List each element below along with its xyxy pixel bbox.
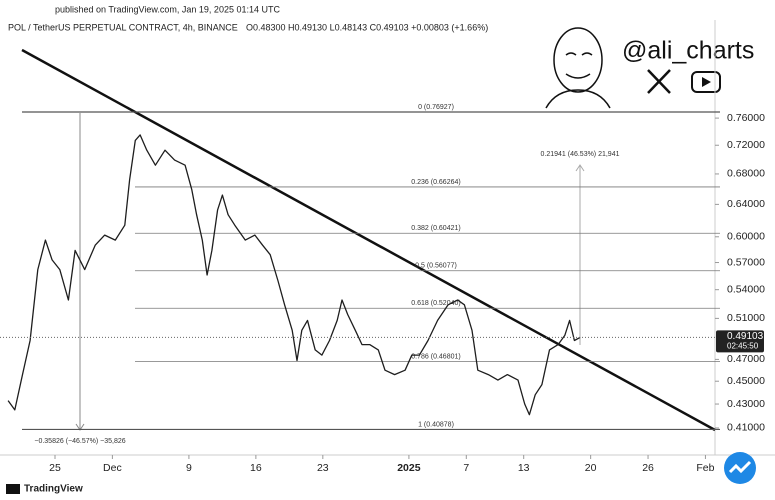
- ohlc: O0.48300 H0.49130 L0.48143 C0.49103 +0.0…: [246, 22, 488, 32]
- symbol: POL / TetherUS PERPETUAL CONTRACT, 4h, B…: [8, 22, 238, 32]
- y-tick-label: 0.57000: [727, 256, 765, 268]
- x-tick-label: 2025: [397, 462, 421, 474]
- measure-down: [75, 113, 85, 431]
- last-price-box: [716, 330, 764, 353]
- fib-label: 0.5 (0.56077): [415, 263, 457, 270]
- y-tick-label: 0.64000: [727, 198, 765, 210]
- x-tick-label: 23: [317, 462, 329, 474]
- fib-label: 0.786 (0.46801): [411, 353, 460, 360]
- measure-up: [575, 164, 585, 345]
- y-tick-label: 0.76000: [727, 112, 765, 124]
- price-line: [7, 134, 581, 416]
- measure-down-label: −0.35826 (−46.57%) −35,826: [34, 438, 125, 445]
- watermark: @ali_charts: [622, 37, 754, 65]
- y-tick-label: 0.41000: [727, 422, 765, 434]
- x-tick-label: 9: [186, 462, 192, 474]
- x-tick-label: 13: [518, 462, 530, 474]
- y-tick-label: 0.72000: [727, 139, 765, 151]
- y-tick-label: 0.45000: [727, 375, 765, 387]
- x-tick-label: Feb: [696, 462, 714, 474]
- x-logo: [647, 69, 671, 94]
- x-tick-label: 25: [49, 462, 61, 474]
- footer: TradingView: [24, 484, 83, 495]
- y-tick-label: 0.47000: [727, 353, 765, 365]
- last-price-label: 0.49103: [727, 331, 764, 342]
- fib-label: 0 (0.76927): [418, 104, 454, 111]
- countdown: 02:45:50: [727, 342, 759, 351]
- footer-logo: [6, 484, 20, 494]
- y-tick-label: 0.51000: [727, 312, 765, 324]
- y-tick-label: 0.54000: [727, 283, 765, 295]
- fib-label: 0.618 (0.52040): [411, 300, 460, 307]
- x-tick-label: 7: [463, 462, 469, 474]
- tv-logo-mark: [728, 460, 752, 474]
- fib-label: 0.236 (0.66264): [411, 179, 460, 186]
- fib-label: 0.382 (0.60421): [411, 225, 460, 232]
- youtube-logo: [691, 71, 721, 93]
- measure-up-label: 0.21941 (46.53%) 21,941: [540, 151, 619, 158]
- trendline: [21, 48, 716, 432]
- y-tick-label: 0.68000: [727, 168, 765, 180]
- avatar: [545, 27, 611, 109]
- x-tick-label: 26: [642, 462, 654, 474]
- fib-label: 1 (0.40878): [418, 421, 454, 428]
- published-note: published on TradingView.com, Jan 19, 20…: [55, 4, 280, 14]
- x-tick-label: Dec: [103, 462, 122, 474]
- y-tick-label: 0.60000: [727, 231, 765, 243]
- x-tick-label: 16: [250, 462, 262, 474]
- x-tick-label: 20: [585, 462, 597, 474]
- y-tick-label: 0.43000: [727, 398, 765, 410]
